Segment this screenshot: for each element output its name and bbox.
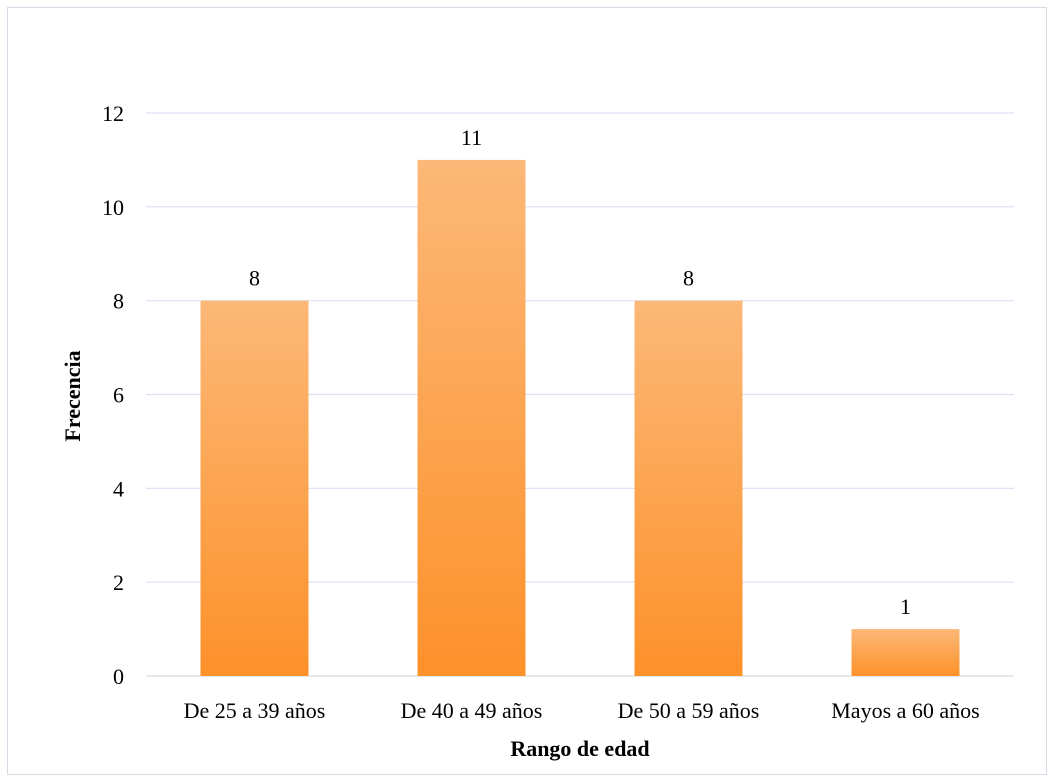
bar (851, 629, 960, 676)
bar (634, 300, 743, 676)
bar (417, 159, 526, 676)
data-label: 11 (461, 125, 482, 150)
y-tick-label: 4 (113, 476, 124, 501)
x-tick-label: De 40 a 49 años (401, 698, 543, 723)
data-label: 8 (683, 266, 694, 291)
y-tick-label: 2 (113, 570, 124, 595)
x-axis-title: Rango de edad (510, 736, 649, 761)
y-tick-label: 0 (113, 664, 124, 689)
y-tick-label: 12 (102, 101, 124, 126)
y-tick-labels: 0 2 4 6 8 10 12 (102, 101, 124, 689)
data-labels: 8 11 8 1 (249, 125, 911, 619)
data-label: 1 (900, 594, 911, 619)
x-tick-label: Mayos a 60 años (831, 698, 979, 723)
x-tick-label: De 25 a 39 años (184, 698, 326, 723)
y-tick-label: 6 (113, 383, 124, 408)
y-tick-label: 10 (102, 195, 124, 220)
bars (200, 159, 960, 676)
bar (200, 300, 309, 676)
data-label: 8 (249, 266, 260, 291)
x-tick-labels: De 25 a 39 años De 40 a 49 años De 50 a 59… (184, 698, 980, 723)
x-tick-label: De 50 a 59 años (618, 698, 760, 723)
y-axis-title: Frecencia (60, 350, 85, 441)
y-tick-label: 8 (113, 289, 124, 314)
